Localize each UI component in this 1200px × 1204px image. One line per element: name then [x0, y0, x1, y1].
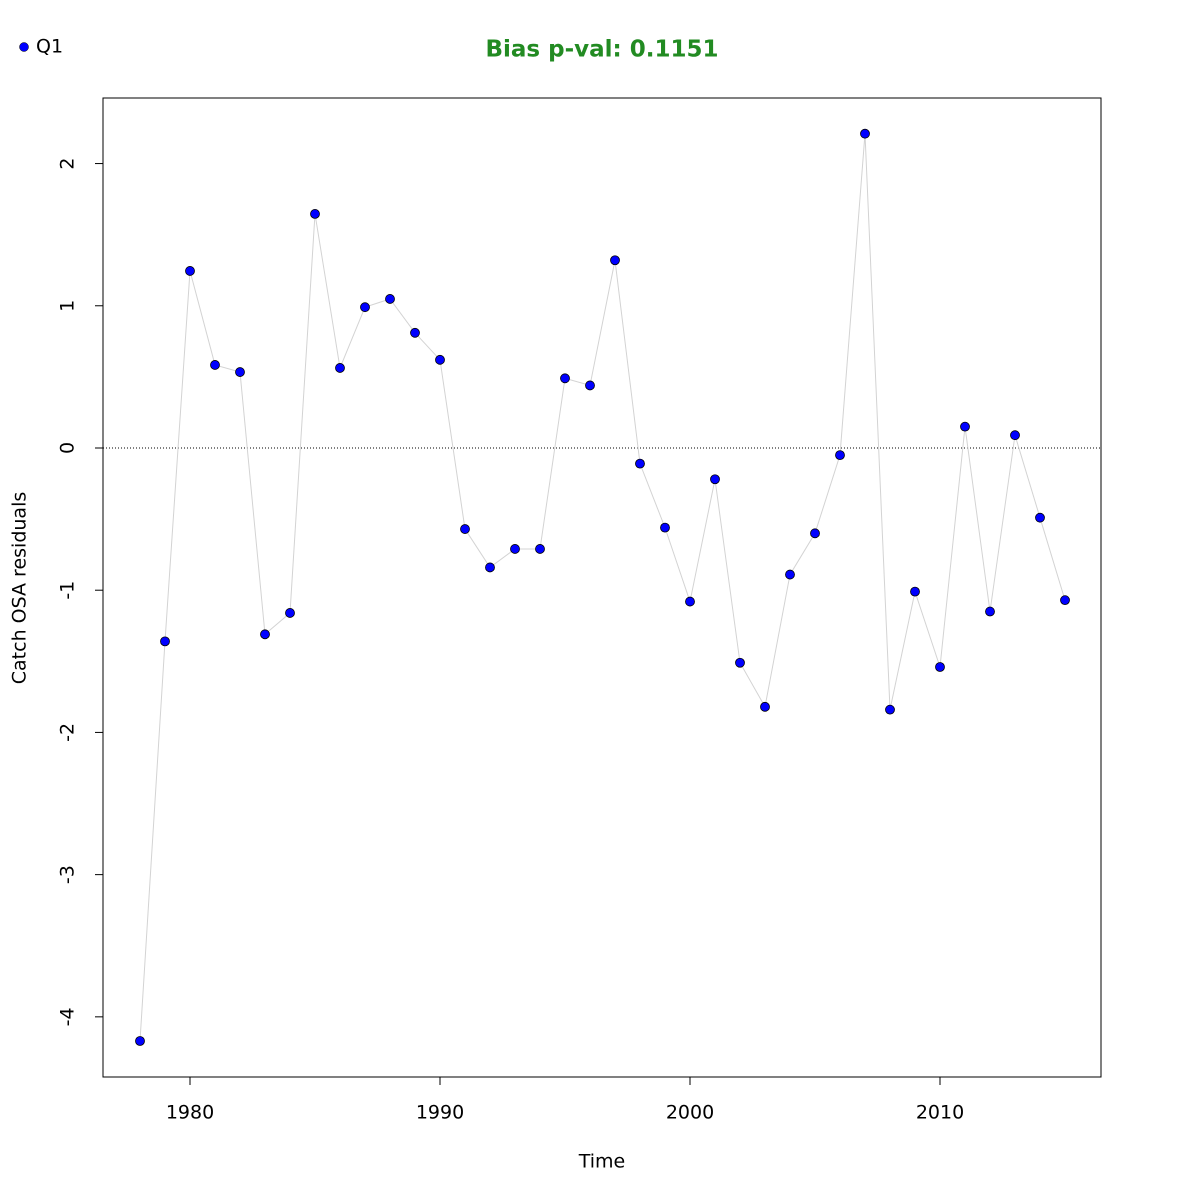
y-tick-label: -1 — [57, 581, 79, 600]
data-point — [885, 704, 895, 715]
x-tick-label: 2000 — [666, 1102, 714, 1124]
data-point — [460, 524, 470, 534]
data-point — [610, 255, 620, 266]
data-point — [485, 562, 495, 573]
data-point — [685, 596, 695, 607]
data-point — [185, 266, 195, 276]
data-point — [210, 360, 220, 370]
data-point — [635, 458, 645, 469]
data-point — [985, 606, 995, 617]
y-tick-label: -3 — [57, 865, 79, 884]
data-point — [560, 373, 570, 384]
y-tick-label: 0 — [57, 442, 79, 454]
y-tick-label: -4 — [57, 1007, 79, 1026]
data-point — [1060, 595, 1070, 606]
data-point — [1010, 430, 1020, 441]
data-point — [960, 421, 970, 432]
x-tick-label: 2010 — [916, 1102, 964, 1124]
data-point — [510, 544, 520, 554]
data-point — [385, 294, 395, 304]
data-point — [810, 528, 820, 539]
data-point — [435, 354, 445, 365]
data-point — [785, 569, 795, 580]
y-tick-label: -2 — [57, 723, 79, 742]
y-tick-label: 1 — [57, 300, 79, 312]
data-point — [285, 608, 295, 618]
data-point — [835, 450, 845, 460]
data-point — [360, 302, 370, 313]
data-point — [935, 662, 945, 672]
data-point — [860, 128, 870, 139]
data-point — [235, 367, 245, 377]
data-point — [760, 701, 770, 712]
data-point — [1035, 512, 1045, 523]
x-axis-label: Time — [578, 1151, 626, 1173]
data-point — [310, 209, 320, 219]
legend-marker — [19, 42, 29, 52]
x-tick-label: 1990 — [416, 1102, 464, 1124]
series-line — [139, 133, 1066, 1042]
chart-title: Bias p-val: 0.1151 — [486, 37, 719, 63]
x-tick-label: 1980 — [166, 1102, 214, 1124]
y-tick-label: 2 — [57, 158, 79, 170]
data-point — [910, 586, 920, 597]
data-point — [260, 629, 270, 640]
data-point — [135, 1036, 145, 1046]
data-point — [335, 363, 345, 373]
legend-label: Q1 — [36, 36, 63, 58]
data-point — [735, 657, 745, 668]
data-point — [410, 327, 420, 338]
data-point — [535, 544, 545, 554]
data-point — [710, 474, 720, 485]
data-point — [160, 636, 170, 647]
data-point — [585, 380, 595, 391]
plot-frame — [102, 97, 1102, 1078]
data-point — [660, 522, 670, 533]
y-axis-label: Catch OSA residuals — [9, 492, 31, 684]
